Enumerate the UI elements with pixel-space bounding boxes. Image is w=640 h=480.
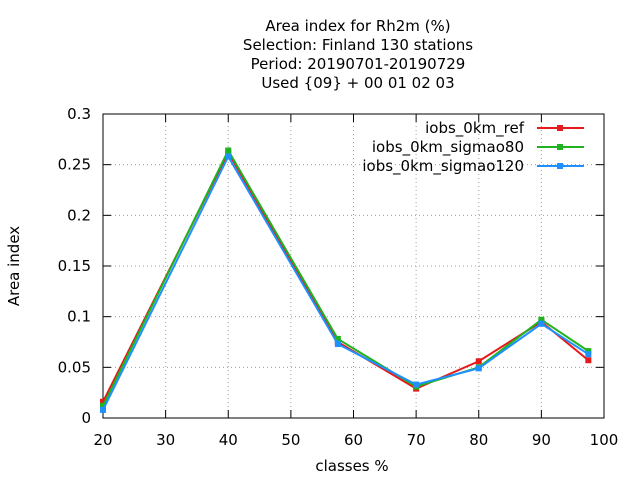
series-iobs_0km_sigmao120 xyxy=(100,153,592,413)
title-line: Used {09} + 00 01 02 03 xyxy=(261,74,454,92)
x-tick-label: 20 xyxy=(93,431,112,449)
y-axis-label: Area index xyxy=(5,226,23,306)
data-point xyxy=(475,365,482,372)
series xyxy=(100,147,592,413)
x-axis-label: classes % xyxy=(315,457,388,475)
data-point xyxy=(538,316,545,323)
y-tick-label: 0 xyxy=(81,409,91,427)
data-point xyxy=(475,358,482,365)
series-iobs_0km_ref xyxy=(100,149,592,405)
data-point xyxy=(225,153,232,160)
grid xyxy=(103,114,604,418)
x-tick-label: 90 xyxy=(532,431,551,449)
x-tick-label: 100 xyxy=(590,431,619,449)
legend-label: iobs_0km_sigmao80 xyxy=(372,138,524,157)
chart-title: Area index for Rh2m (%)Selection: Finlan… xyxy=(243,17,473,92)
y-tick-label: 0.3 xyxy=(67,105,91,123)
data-point xyxy=(585,348,592,355)
data-point xyxy=(100,398,106,405)
y-tick-label: 0.05 xyxy=(58,358,91,376)
x-tick-label: 30 xyxy=(156,431,175,449)
data-point xyxy=(100,402,106,409)
x-tick-label: 50 xyxy=(281,431,300,449)
data-point xyxy=(538,320,545,327)
data-point xyxy=(585,357,592,364)
data-point xyxy=(334,335,341,342)
series-line xyxy=(102,150,589,403)
title-line: Selection: Finland 130 stations xyxy=(243,36,473,54)
data-point xyxy=(585,351,592,358)
data-point xyxy=(334,341,341,348)
y-axis-ticks: 0 0.05 0.1 0.15 0.2 0.25 0.3 xyxy=(58,105,604,427)
y-tick-label: 0.15 xyxy=(58,257,91,275)
title-line: Period: 20190701-20190729 xyxy=(251,55,466,73)
legend-marker xyxy=(557,163,563,169)
legend-label: iobs_0km_sigmao120 xyxy=(362,157,524,176)
legend: iobs_0km_refiobs_0km_sigmao80iobs_0km_si… xyxy=(362,119,584,176)
x-tick-label: 70 xyxy=(407,431,426,449)
x-tick-label: 40 xyxy=(219,431,238,449)
legend-marker xyxy=(557,144,563,150)
x-tick-label: 60 xyxy=(344,431,363,449)
y-tick-label: 0.25 xyxy=(58,156,91,174)
data-point xyxy=(225,147,232,154)
data-point xyxy=(100,406,106,413)
legend-marker xyxy=(557,125,563,131)
legend-label: iobs_0km_ref xyxy=(425,119,525,138)
series-iobs_0km_sigmao80 xyxy=(100,147,592,409)
data-point xyxy=(413,381,420,388)
y-tick-label: 0.1 xyxy=(67,308,91,326)
title-line: Area index for Rh2m (%) xyxy=(265,17,450,35)
series-line xyxy=(102,154,589,411)
y-tick-label: 0.2 xyxy=(67,206,91,224)
x-axis-ticks: 20 30 40 50 60 70 80 90 100 xyxy=(93,114,618,449)
x-tick-label: 80 xyxy=(469,431,488,449)
